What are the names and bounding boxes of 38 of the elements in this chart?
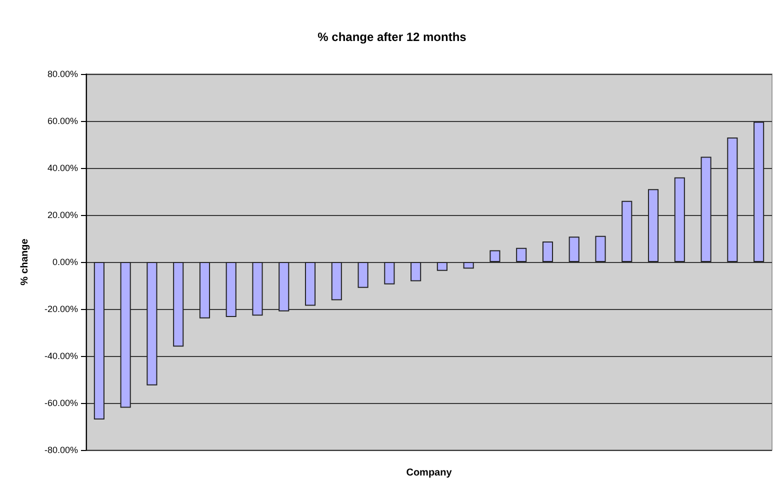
x-axis-title: Company: [406, 468, 452, 478]
bar: [648, 189, 659, 262]
bar: [490, 250, 500, 262]
y-axis-title: % change: [20, 238, 30, 286]
bar: [727, 137, 738, 262]
y-tick-label: 60.00%: [47, 116, 78, 126]
bar: [358, 262, 368, 288]
bar: [542, 242, 554, 262]
y-tick-label: -20.00%: [44, 304, 78, 314]
y-tick-label: 80.00%: [47, 69, 78, 79]
y-tick-label: -80.00%: [44, 445, 78, 455]
bar: [146, 262, 158, 386]
bar: [463, 262, 474, 269]
y-tick-label: 0.00%: [52, 257, 78, 267]
bar: [622, 200, 632, 262]
bar: [674, 177, 685, 262]
bar: [252, 262, 263, 316]
bar: [516, 248, 527, 262]
bar: [226, 262, 236, 317]
bar: [199, 262, 210, 318]
y-tick-label: -60.00%: [44, 398, 78, 408]
bar: [173, 262, 184, 347]
bar: [331, 262, 342, 300]
bar: [568, 236, 580, 262]
bar: [700, 156, 712, 262]
bar: [754, 122, 764, 262]
bar: [304, 262, 316, 306]
bar: [436, 262, 448, 271]
chart-title: % change after 12 months: [318, 30, 467, 44]
bar: [94, 262, 104, 420]
bar: [120, 262, 131, 408]
y-tick-label: -40.00%: [44, 351, 78, 361]
y-tick-label: 20.00%: [47, 210, 78, 220]
y-tick-label: 40.00%: [47, 163, 78, 173]
bar: [595, 236, 606, 262]
bar: [384, 262, 395, 284]
bar: [410, 262, 422, 282]
bar: [278, 262, 290, 312]
